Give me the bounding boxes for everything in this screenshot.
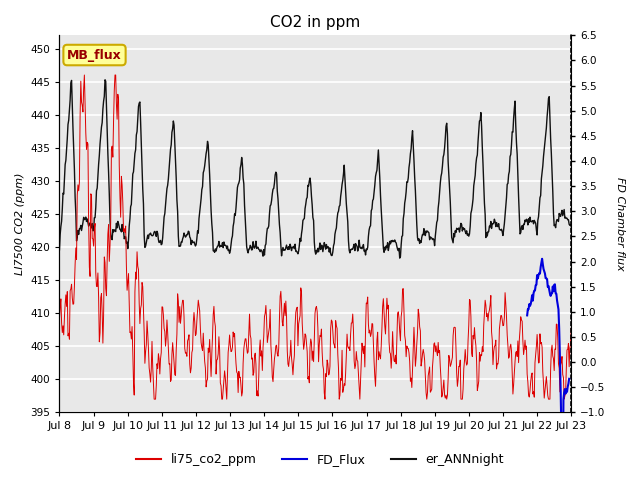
Y-axis label: FD Chamber flux: FD Chamber flux (615, 177, 625, 271)
Legend: li75_co2_ppm, FD_Flux, er_ANNnight: li75_co2_ppm, FD_Flux, er_ANNnight (131, 448, 509, 471)
Text: MB_flux: MB_flux (67, 48, 122, 61)
Title: CO2 in ppm: CO2 in ppm (270, 15, 360, 30)
Y-axis label: LI7500 CO2 (ppm): LI7500 CO2 (ppm) (15, 173, 25, 275)
